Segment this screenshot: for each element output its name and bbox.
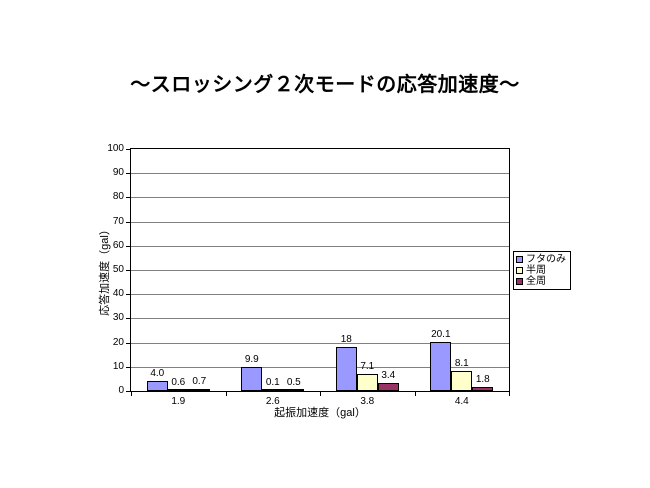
major-gridline xyxy=(131,318,509,320)
y-axis-tick-label: 20 xyxy=(112,336,124,348)
y-axis-tick-label: 60 xyxy=(112,239,124,251)
x-axis-tick-mark xyxy=(225,392,227,396)
y-axis-tick-mark xyxy=(126,342,130,344)
major-gridline xyxy=(131,221,509,223)
major-gridline xyxy=(131,366,509,368)
y-axis-tick-label: 30 xyxy=(112,312,124,324)
x-axis-tick-mark xyxy=(131,392,132,396)
y-axis-tick-label: 70 xyxy=(112,215,124,227)
legend: フタのみ 半周 全周 xyxy=(513,251,571,290)
bar-value-label: 8.1 xyxy=(454,358,469,370)
x-axis-category-label: 3.8 xyxy=(360,396,375,407)
y-axis-tick-mark xyxy=(126,270,130,271)
y-axis-tick-mark xyxy=(126,391,130,392)
bar-フタのみ-3.8 xyxy=(335,347,357,391)
legend-label: フタのみ xyxy=(526,253,566,265)
major-gridline xyxy=(131,173,509,175)
x-axis-title: 起振加速度（gal） xyxy=(274,407,366,419)
legend-label: 全周 xyxy=(526,275,546,287)
bar-value-label: 18 xyxy=(340,334,352,346)
bar-value-label: 0.1 xyxy=(265,377,280,388)
bar-value-label: 0.7 xyxy=(192,376,207,388)
legend-item-半周: 半周 xyxy=(516,265,566,276)
bar-value-label: 4.0 xyxy=(150,368,165,380)
bar-全周-1.9 xyxy=(188,389,210,391)
bar-value-label: 7.1 xyxy=(360,360,375,372)
bar-value-label: 1.8 xyxy=(475,373,490,385)
y-axis-tick-label: 10 xyxy=(112,360,124,372)
chart-title: ～スロッシング２次モードの応答加速度～ xyxy=(130,74,520,96)
y-axis-tick-mark xyxy=(126,366,130,368)
bar-value-label: 20.1 xyxy=(431,329,451,341)
bar-半周-2.6 xyxy=(262,389,284,391)
bar-value-label: 9.9 xyxy=(244,354,259,365)
legend-label: 半周 xyxy=(526,264,546,276)
legend-item-全周: 全周 xyxy=(516,276,566,287)
y-axis-tick-label: 100 xyxy=(107,143,124,154)
legend-swatch-icon xyxy=(516,256,523,263)
y-axis-tick-label: 40 xyxy=(112,288,124,300)
y-axis-tick-label: 0 xyxy=(118,385,124,396)
major-gridline xyxy=(131,270,509,271)
x-axis-category-label: 2.6 xyxy=(265,396,280,407)
y-axis-tick-label: 90 xyxy=(112,167,124,179)
y-axis-tick-label: 50 xyxy=(112,264,124,275)
y-axis-tick-mark xyxy=(126,245,130,247)
bar-半周-4.4 xyxy=(451,371,473,391)
legend-swatch-icon xyxy=(516,267,523,274)
bar-全周-2.6 xyxy=(283,389,305,391)
bar-フタのみ-4.4 xyxy=(430,342,452,391)
y-axis-tick-mark xyxy=(126,173,130,175)
bar-value-label: 0.6 xyxy=(171,376,186,388)
y-axis-tick-label: 80 xyxy=(112,191,124,203)
x-axis-tick-mark xyxy=(320,392,321,396)
bar-半周-3.8 xyxy=(356,373,378,391)
y-axis-tick-mark xyxy=(126,318,130,320)
major-gridline xyxy=(131,197,509,199)
y-axis-tick-mark xyxy=(126,197,130,199)
major-gridline xyxy=(131,245,509,247)
plot-area: 4.0 0.6 0.7 9.9 0.1 0.5 18 7.1 3.4 20.1 8.1 1.8 xyxy=(130,148,510,392)
y-axis-tick-mark xyxy=(126,149,130,150)
x-axis-tick-mark xyxy=(509,392,510,396)
bar-フタのみ-1.9 xyxy=(146,381,168,391)
y-axis-tick-mark xyxy=(126,221,130,223)
x-axis-category-label: 1.9 xyxy=(171,396,186,407)
major-gridline xyxy=(131,342,509,344)
major-gridline xyxy=(131,294,509,296)
bar-全周-4.4 xyxy=(472,386,494,391)
bar-value-label: 3.4 xyxy=(381,369,396,381)
legend-item-フタのみ: フタのみ xyxy=(516,254,566,265)
x-axis-category-label: 4.4 xyxy=(454,396,469,407)
legend-swatch-icon xyxy=(516,278,523,285)
bar-全周-3.8 xyxy=(377,382,399,391)
x-axis-tick-mark xyxy=(414,392,416,396)
bar-半周-1.9 xyxy=(167,389,189,391)
y-axis-tick-mark xyxy=(126,294,130,296)
bar-フタのみ-2.6 xyxy=(241,367,263,391)
bar-value-label: 0.5 xyxy=(286,376,301,388)
